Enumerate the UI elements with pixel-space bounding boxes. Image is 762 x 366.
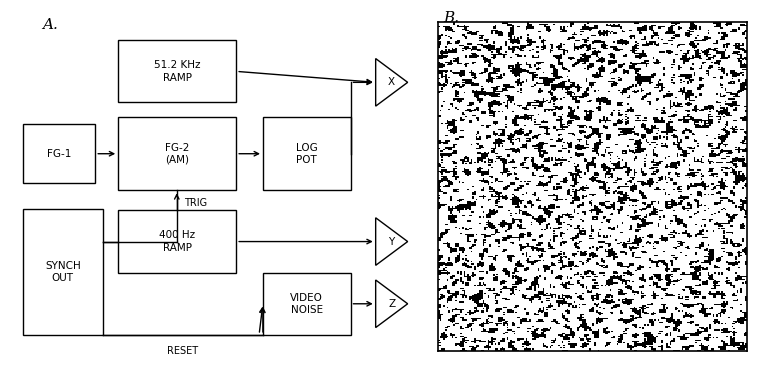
Text: 51.2 KHz
RAMP: 51.2 KHz RAMP [154,60,200,83]
Text: LOG
POT: LOG POT [296,142,318,165]
Text: RESET: RESET [168,346,198,356]
Polygon shape [376,280,408,328]
Polygon shape [376,59,408,106]
Text: TRIG: TRIG [184,198,207,208]
Text: A.: A. [42,18,58,32]
Polygon shape [376,218,408,265]
Text: Z: Z [388,299,395,309]
Bar [23,124,95,183]
Text: VIDEO
NOISE: VIDEO NOISE [290,292,323,315]
Bar [118,40,236,102]
Text: FG-2
(AM): FG-2 (AM) [165,142,189,165]
Bar [118,117,236,190]
Text: Y: Y [389,236,395,247]
Bar [263,117,351,190]
Bar [118,210,236,273]
Text: FG-1: FG-1 [47,149,71,159]
Text: 400 Hz
RAMP: 400 Hz RAMP [159,230,195,253]
Text: B.: B. [443,11,459,25]
Bar [263,273,351,335]
Text: X: X [388,77,395,87]
Text: SYNCH
OUT: SYNCH OUT [45,261,81,283]
Bar [23,209,103,335]
